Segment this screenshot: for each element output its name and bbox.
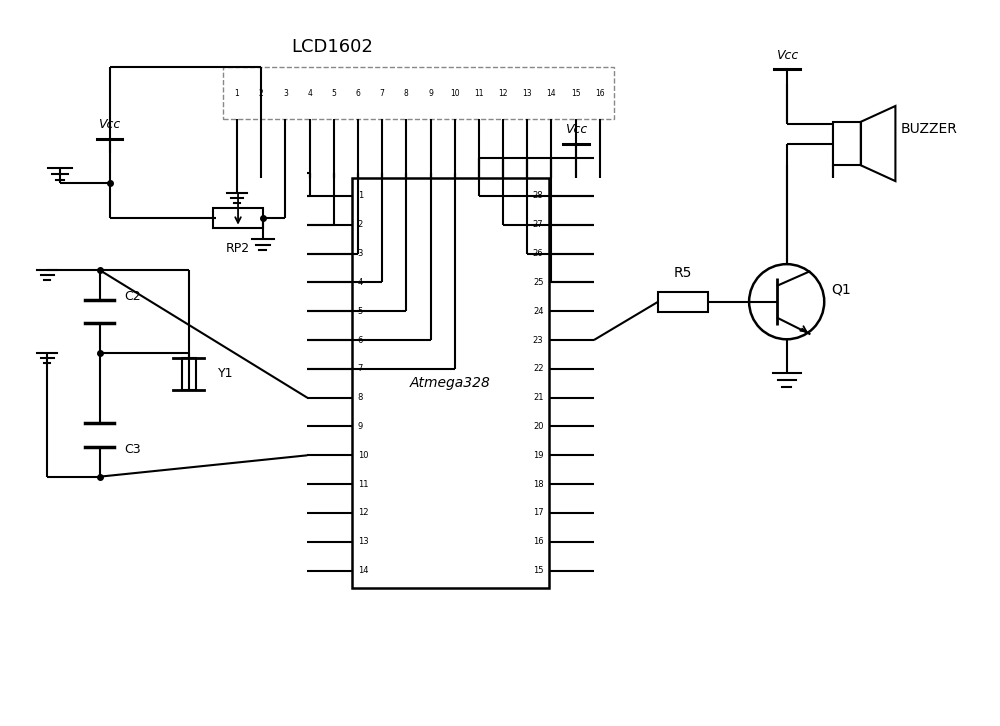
Text: 3: 3 [283,89,288,97]
Text: C3: C3 [124,444,141,457]
Text: 14: 14 [358,566,368,575]
FancyBboxPatch shape [223,68,614,119]
Bar [213,208,263,227]
Text: 27: 27 [533,220,543,229]
Text: 1: 1 [235,89,239,97]
Text: 25: 25 [533,278,543,287]
Text: 3: 3 [358,249,363,258]
Text: Vcc: Vcc [776,49,798,62]
Text: R5: R5 [674,266,692,280]
Text: 5: 5 [331,89,336,97]
Text: Atmega328: Atmega328 [410,376,491,391]
Text: 2: 2 [259,89,264,97]
Text: Vcc: Vcc [565,123,587,136]
Bar [182,358,196,390]
Text: 10: 10 [358,451,368,460]
Text: RP2: RP2 [226,242,250,256]
Bar [833,122,861,166]
Text: 6: 6 [358,335,363,345]
Text: 5: 5 [358,306,363,316]
Text: 21: 21 [533,393,543,402]
Text: 26: 26 [533,249,543,258]
Text: 14: 14 [547,89,556,97]
Text: 15: 15 [533,566,543,575]
Text: 28: 28 [533,192,543,200]
Text: 9: 9 [428,89,433,97]
Text: 18: 18 [533,480,543,489]
Text: 1: 1 [358,192,363,200]
Text: 6: 6 [356,89,360,97]
Bar [352,178,549,588]
Text: BUZZER: BUZZER [900,122,957,136]
Text: 11: 11 [358,480,368,489]
Text: 7: 7 [358,364,363,373]
Text: LCD1602: LCD1602 [291,38,373,56]
Text: 11: 11 [474,89,484,97]
Text: 16: 16 [533,537,543,546]
Text: 4: 4 [307,89,312,97]
Text: 7: 7 [380,89,385,97]
Bar [658,292,708,311]
Text: Vcc: Vcc [98,118,121,131]
Text: 20: 20 [533,422,543,431]
Text: 13: 13 [522,89,532,97]
Text: Y1: Y1 [218,367,234,380]
Text: 19: 19 [533,451,543,460]
Text: 9: 9 [358,422,363,431]
Text: 13: 13 [358,537,368,546]
Text: 2: 2 [358,220,363,229]
Text: 24: 24 [533,306,543,316]
Text: 12: 12 [498,89,508,97]
Text: 17: 17 [533,508,543,518]
Text: 10: 10 [450,89,460,97]
Text: 23: 23 [533,335,543,345]
Text: C2: C2 [124,290,141,303]
Text: 16: 16 [595,89,605,97]
Text: 15: 15 [571,89,580,97]
Text: 8: 8 [404,89,409,97]
Text: 12: 12 [358,508,368,518]
Text: 22: 22 [533,364,543,373]
Text: 4: 4 [358,278,363,287]
Text: 8: 8 [358,393,363,402]
Text: Q1: Q1 [831,283,851,297]
